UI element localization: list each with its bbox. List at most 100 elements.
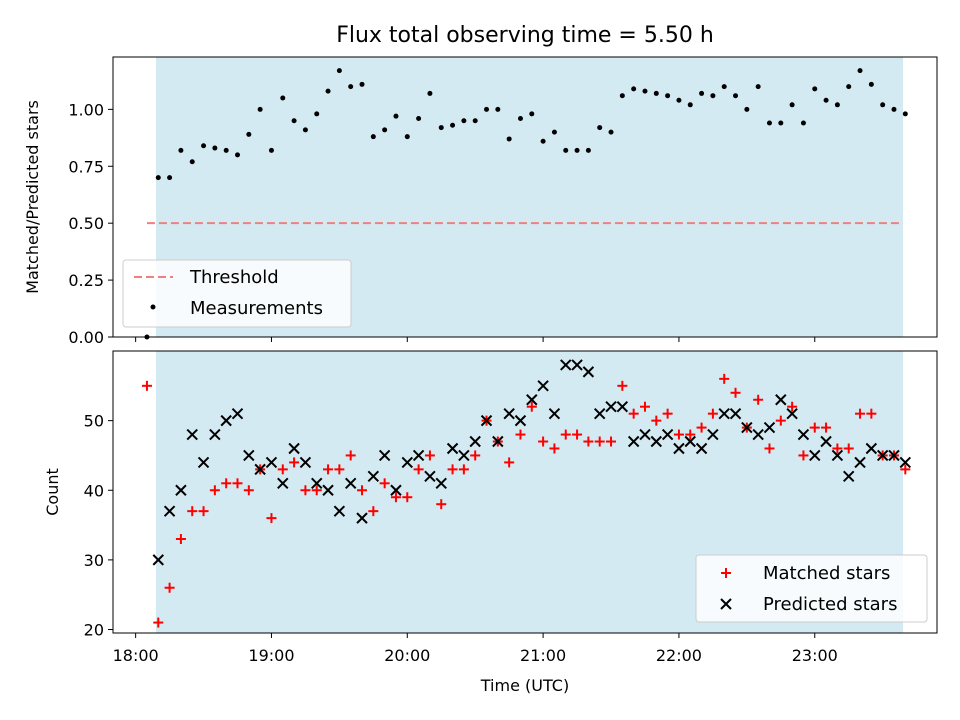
legend-matched-swatch [721,568,731,578]
measurement-point [246,131,252,137]
legend-predicted-label: Predicted stars [763,594,897,615]
measurement-point [834,102,840,108]
predicted-star-marker [492,435,504,448]
predicted-star-marker [243,449,255,462]
predicted-star-marker [627,435,640,448]
measurement-point [404,134,410,140]
measurement-point [212,145,218,151]
matched-star-marker [594,436,605,447]
plot-frame [112,56,938,338]
measurement-point [642,88,648,94]
measurement-point [778,120,784,126]
matched-star-marker [673,429,684,440]
measurement-point [302,127,308,133]
x-marker-icon [720,598,732,610]
matched-star-marker [187,506,198,517]
legend-threshold-label: Threshold [189,267,279,288]
predicted-star-marker [322,484,334,496]
measurement-point [336,68,342,74]
predicted-star-marker [899,456,912,469]
predicted-star-marker [775,394,787,406]
x-tick-label: 20:00 [384,646,430,665]
matched-star-marker [198,506,209,517]
predicted-star-marker [514,414,527,427]
predicted-star-marker [254,463,266,476]
x-tick-label: 19:00 [248,646,294,665]
measurement-point [314,111,320,117]
matched-star-marker [651,415,662,426]
measurement-point [382,127,388,133]
predicted-star-marker [163,505,176,517]
matched-star-marker [583,436,594,447]
matched-star-marker [300,485,311,496]
matched-star-marker [764,443,775,454]
predicted-star-marker [820,435,832,448]
matched-star-marker [357,485,368,496]
measurement-point [427,90,433,96]
matched-star-marker [707,408,718,419]
matched-star-marker [787,401,798,412]
predicted-star-marker [537,380,549,392]
predicted-star-marker [311,477,323,490]
matched-star-marker [470,450,481,461]
measurement-point [823,97,829,103]
predicted-star-marker [220,414,232,427]
predicted-star-marker [503,407,515,420]
predicted-star-marker [786,407,798,420]
y-tick-label: 1.00 [68,100,104,119]
matched-star-marker [572,429,583,440]
measurement-point [880,102,886,108]
matched-star-marker [843,443,854,454]
measurement-point [167,175,173,181]
matched-star-marker [175,534,186,544]
x-tick-label: 18:00 [113,646,159,665]
measurement-point [812,86,818,92]
predicted-star-marker [582,366,595,378]
predicted-star-marker [876,449,889,462]
predicted-star-marker [673,442,685,455]
matched-star-marker [821,422,832,433]
predicted-star-marker [526,394,538,406]
measurement-point [325,88,331,94]
predicted-star-marker [616,400,629,413]
predicted-star-marker [809,449,821,462]
matched-star-marker [266,513,277,524]
predicted-star-marker [593,407,606,420]
matched-star-marker [798,450,809,461]
predicted-star-marker [707,428,719,441]
matched-star-marker [606,436,617,447]
predicted-star-marker [741,421,753,434]
matched-star-marker [730,387,741,398]
measurement-point [597,125,603,131]
predicted-star-marker [412,449,425,462]
x-tick-label: 21:00 [520,646,566,665]
measurement-point [868,81,874,87]
predicted-star-marker [605,400,617,413]
predicted-star-marker [424,470,436,483]
predicted-star-marker [152,554,164,566]
measurement-point [891,106,897,112]
measurement-point [800,120,806,126]
predicted-star-marker [299,456,312,469]
predicted-star-marker [446,442,459,455]
measurement-point [393,113,399,119]
measurement-point [257,106,263,112]
matched-star-marker [334,464,345,475]
matched-star-marker [662,408,673,419]
measurement-point [438,125,444,131]
measurement-point [551,129,557,135]
matched-star-marker [232,478,243,489]
measurement-point [348,84,354,90]
predicted-star-marker [639,428,651,441]
measurement-point [744,106,750,112]
x-axis-ticks [135,337,816,342]
predicted-star-marker [401,456,413,469]
predicted-star-marker [458,449,470,462]
measurement-point [608,129,614,135]
matched-star-marker [390,492,401,503]
legend-box [695,554,928,623]
y-tick-label: 40 [84,481,104,500]
matched-star-marker [855,408,866,419]
measurement-point [450,122,456,128]
